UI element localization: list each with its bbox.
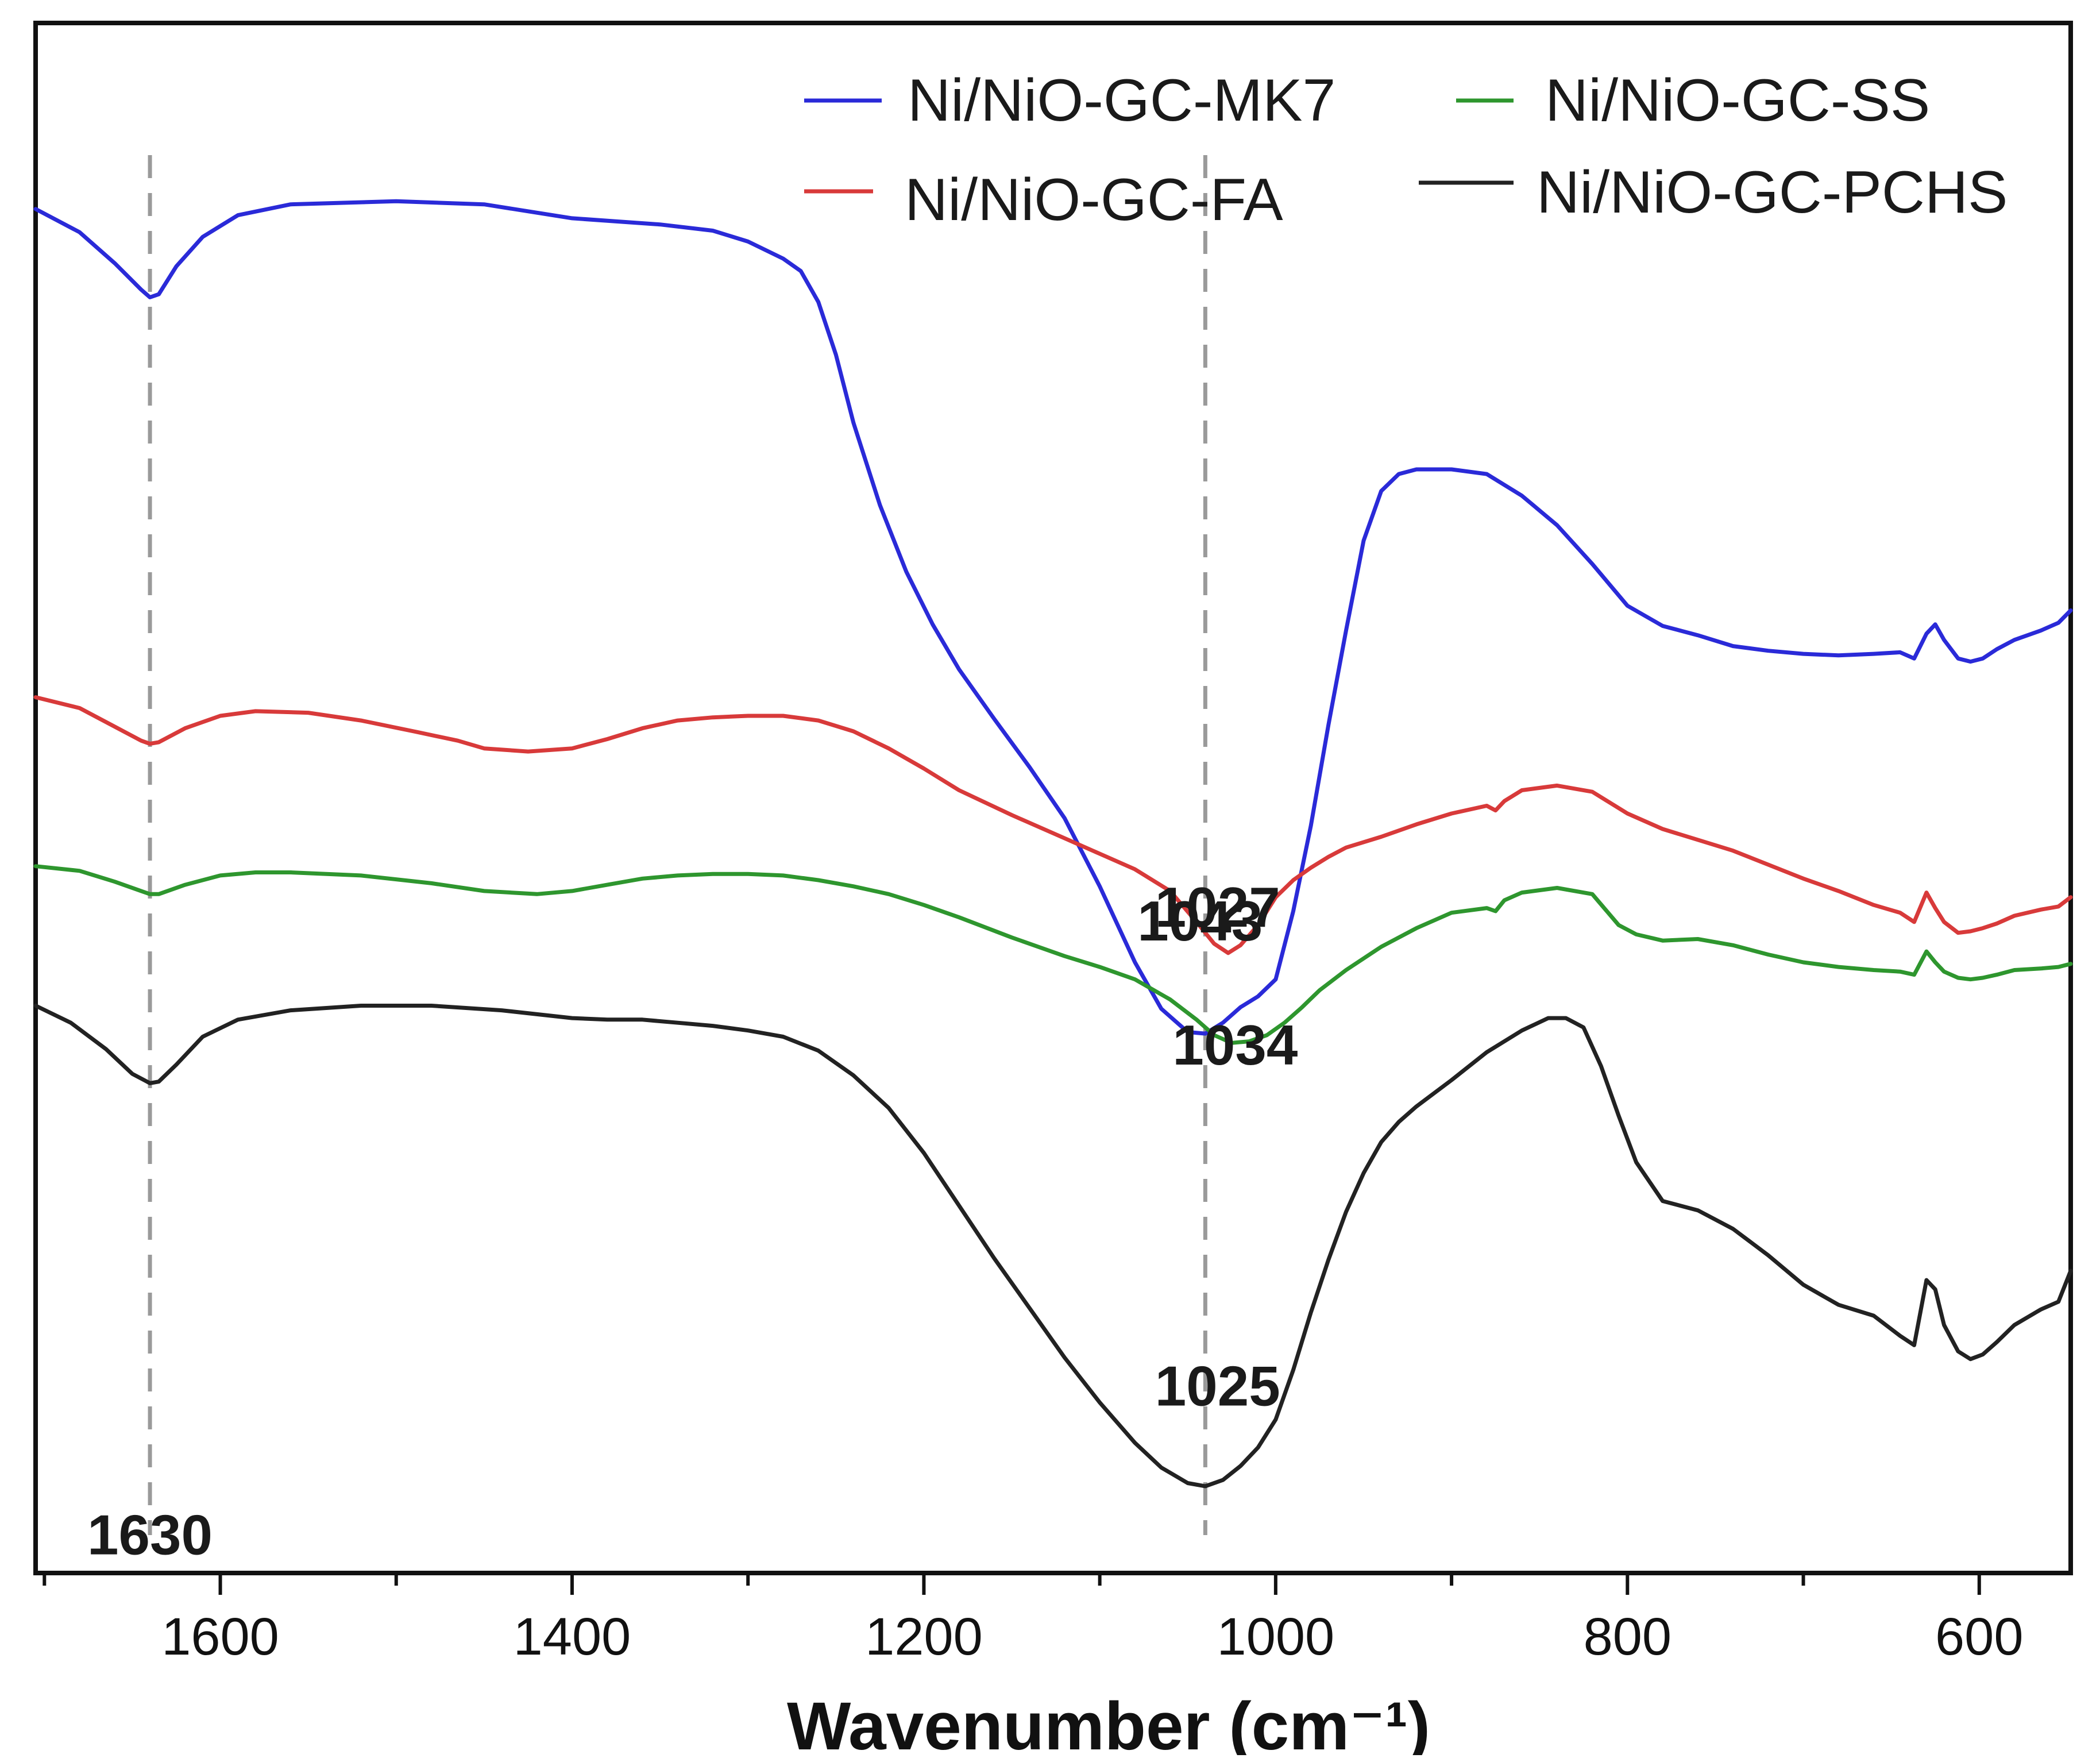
legend-label-ss: Ni/NiO-GC-SS bbox=[1545, 67, 1930, 134]
x-axis-title: Wavenumber (cm⁻¹) bbox=[787, 1688, 1430, 1755]
legend: Ni/NiO-GC-MK7 Ni/NiO-GC-SS Ni/NiO-GC-FA … bbox=[804, 67, 2008, 233]
legend-label-pchs: Ni/NiO-GC-PCHS bbox=[1537, 159, 2008, 226]
series-line-ni-nio-gc-mk7 bbox=[33, 199, 2073, 1036]
x-tick-label-1600: 1600 bbox=[161, 1607, 279, 1666]
x-tick-label-1400: 1400 bbox=[514, 1607, 631, 1666]
peak-label-pchs: 1025 bbox=[1155, 1355, 1280, 1418]
plot-area-frame bbox=[33, 21, 2073, 1575]
peak-label-mk7: 1043 bbox=[1137, 889, 1263, 953]
guide-lines bbox=[148, 155, 1207, 1535]
x-tick-label-600: 600 bbox=[1935, 1607, 2024, 1666]
x-tick-label-1200: 1200 bbox=[865, 1607, 983, 1666]
legend-label-fa: Ni/NiO-GC-FA bbox=[905, 167, 1283, 233]
series-lines bbox=[33, 199, 2073, 1489]
series-line-ni-nio-gc-fa bbox=[33, 695, 2073, 955]
x-tick-label-800: 800 bbox=[1584, 1607, 1672, 1666]
peak-label-fa: 1027 bbox=[1155, 876, 1280, 939]
legend-label-mk7: Ni/NiO-GC-MK7 bbox=[908, 67, 1335, 134]
x-tick-label-1000: 1000 bbox=[1217, 1607, 1335, 1666]
peak-label-ss: 1034 bbox=[1172, 1013, 1298, 1077]
series-line-ni-nio-gc-pchs bbox=[33, 1004, 2073, 1489]
x-axis: 1600 1400 1200 1000 800 600 bbox=[43, 1573, 2024, 1666]
peak-annotations: 1043 1027 1034 1025 1630 bbox=[87, 876, 1298, 1567]
series-line-ni-nio-gc-ss bbox=[33, 864, 2073, 1045]
peak-label-1630: 1630 bbox=[87, 1503, 213, 1567]
